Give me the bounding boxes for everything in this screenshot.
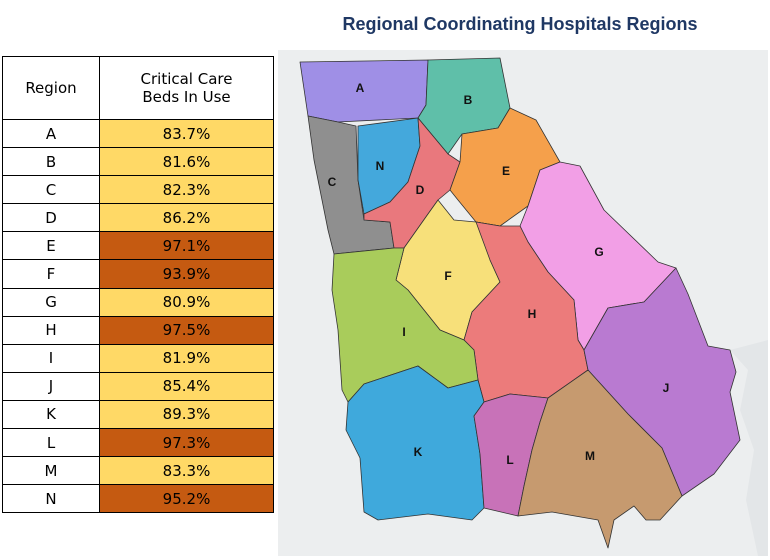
table-row: H 97.5%	[2, 315, 274, 345]
region-label-i: I	[402, 325, 405, 339]
region-column-header: Region	[2, 56, 100, 120]
region-label-k: K	[414, 445, 423, 459]
region-label-m: M	[585, 449, 595, 463]
table-row: G 80.9%	[2, 287, 274, 317]
region-cell: G	[2, 287, 100, 317]
region-label-j: J	[663, 381, 670, 395]
region-cell: L	[2, 428, 100, 458]
region-label-a: A	[356, 81, 365, 95]
map-title: Regional Coordinating Hospitals Regions	[342, 14, 698, 34]
region-m	[517, 369, 683, 549]
critical-care-table: Region Critical Care Beds In Use A 83.7% B…	[2, 56, 274, 514]
table-row: M 83.3%	[2, 456, 274, 486]
region-cell: B	[2, 147, 100, 177]
region-cell: M	[2, 456, 100, 486]
table-row: I 81.9%	[2, 343, 274, 373]
region-label-b: B	[464, 93, 473, 107]
region-cell: C	[2, 175, 100, 205]
region-cell: A	[2, 118, 100, 149]
region-cell: I	[2, 343, 100, 373]
georgia-regions-map: A B C D E F G H I J K L M N	[278, 50, 768, 556]
table-header-row: Region Critical Care Beds In Use	[2, 56, 274, 120]
table-row: N 95.2%	[2, 484, 274, 514]
region-cell: E	[2, 231, 100, 261]
beds-value-cell: 86.2%	[99, 203, 274, 233]
table-row: E 97.1%	[2, 231, 274, 261]
region-cell: D	[2, 203, 100, 233]
beds-value-cell: 83.3%	[99, 456, 274, 486]
beds-value-cell: 95.2%	[99, 484, 274, 514]
table-row: F 93.9%	[2, 259, 274, 289]
beds-value-cell: 83.7%	[99, 118, 274, 149]
beds-value-cell: 80.9%	[99, 287, 274, 317]
region-cell: J	[2, 371, 100, 401]
beds-value-cell: 89.3%	[99, 399, 274, 430]
region-label-h: H	[528, 307, 537, 321]
region-cell: F	[2, 259, 100, 289]
region-k	[345, 365, 485, 521]
table-row: K 89.3%	[2, 399, 274, 430]
region-label-n: N	[376, 159, 385, 173]
beds-value-cell: 97.1%	[99, 231, 274, 261]
region-label-l: L	[506, 453, 513, 467]
table-row: A 83.7%	[2, 118, 274, 149]
beds-value-cell: 97.3%	[99, 428, 274, 458]
region-j	[583, 267, 741, 497]
table-row: C 82.3%	[2, 175, 274, 205]
beds-value-cell: 97.5%	[99, 315, 274, 345]
beds-value-cell: 82.3%	[99, 175, 274, 205]
region-cell: N	[2, 484, 100, 514]
region-label-d: D	[416, 183, 425, 197]
region-cell: K	[2, 399, 100, 430]
region-labels: A B C D E F G H I J K L M N	[328, 81, 670, 467]
beds-value-cell: 81.6%	[99, 147, 274, 177]
table-row: L 97.3%	[2, 428, 274, 458]
region-label-e: E	[502, 164, 510, 178]
table-row: J 85.4%	[2, 371, 274, 401]
table-row: D 86.2%	[2, 203, 274, 233]
region-label-f: F	[444, 269, 451, 283]
region-label-g: G	[594, 245, 603, 259]
table-row: B 81.6%	[2, 147, 274, 177]
beds-value-cell: 85.4%	[99, 371, 274, 401]
beds-value-cell: 81.9%	[99, 343, 274, 373]
beds-value-cell: 93.9%	[99, 259, 274, 289]
region-cell: H	[2, 315, 100, 345]
beds-column-header: Critical Care Beds In Use	[99, 56, 274, 120]
region-label-c: C	[328, 175, 337, 189]
